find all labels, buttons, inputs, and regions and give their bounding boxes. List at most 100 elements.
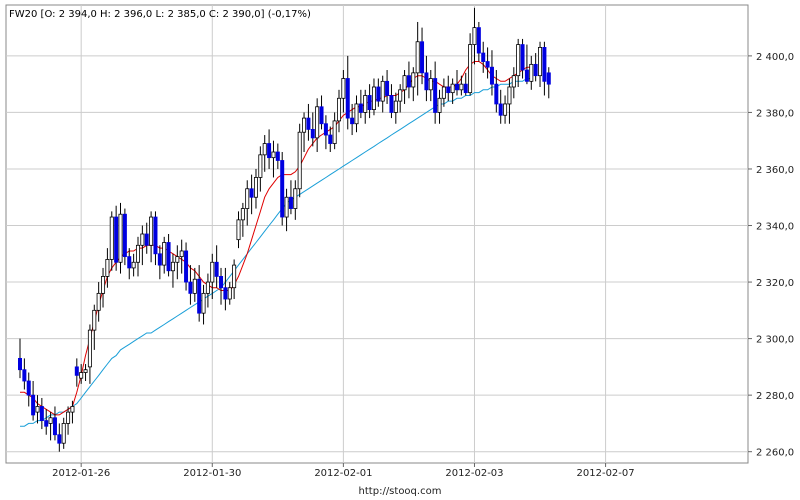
x-tick-label: 2012-01-30 [183,468,241,479]
y-tick-label: 2 380,0 [756,108,794,119]
candle-body [328,134,333,144]
candle [162,236,167,274]
candle-body [227,287,232,300]
candle-body [481,52,486,62]
candle [402,70,407,104]
candle-body [162,242,167,266]
candle [83,364,88,382]
candle [210,253,215,300]
candle [393,92,398,124]
candle-body [48,417,53,424]
candle-body [494,83,499,105]
candle [26,372,31,407]
candle [494,70,499,113]
candle-body [275,151,280,161]
candle [214,245,219,288]
candle [79,364,84,384]
candle-body [420,41,425,74]
candle [411,67,416,102]
candle-body [205,281,210,294]
candle [122,208,127,266]
candle-body [424,72,429,91]
candle [284,188,289,232]
candle-body [288,196,293,209]
candle-body [319,106,324,125]
x-tick-label: 2012-01-26 [52,468,110,479]
candle [332,112,337,150]
candle-body [306,117,311,130]
candle-body [450,83,455,94]
candle [450,78,455,104]
candle-body [428,78,433,91]
candle [44,409,49,435]
candle [503,95,508,124]
candle-body [271,151,276,159]
candle-body [489,66,494,85]
candle [511,67,516,99]
candle [135,236,140,277]
footer-url: http://stooq.com [359,486,442,497]
candle-body [463,83,468,94]
candle [179,239,184,274]
candle [184,242,189,291]
candle [188,265,193,305]
candle [415,21,420,96]
candle-body [485,61,490,68]
candle [144,222,149,254]
candle-body [74,366,79,376]
candle-body [70,406,75,413]
candle-body [337,97,342,122]
candle-body [380,80,385,102]
candle-body [101,276,106,294]
candle [253,168,258,209]
candle-body [39,406,44,421]
candle-body [245,188,250,209]
candle [533,53,538,82]
candle-body [92,309,97,331]
candle-body [542,47,547,82]
candle-body [210,261,215,283]
ma-short-line [20,61,532,416]
candle [507,78,512,124]
candle [538,41,543,87]
candle [546,67,551,99]
candle-body [385,80,390,96]
candle-body [109,216,114,260]
candle-body [166,242,171,272]
candle [192,267,197,302]
candle [170,253,175,288]
candle-body [468,44,473,94]
candle-body [201,292,206,314]
candle-body [22,369,27,382]
candle [376,78,381,107]
candle [406,61,411,99]
candle-body [153,216,158,255]
candle-body [533,63,538,77]
candle-body [240,208,245,221]
candle-body [284,196,289,218]
candle [166,234,171,277]
candle-body [61,423,66,444]
candle [35,395,40,424]
candle [459,75,464,96]
candle [280,152,285,226]
candle-body [371,86,376,111]
candle [271,140,276,178]
candle [354,95,359,133]
candle [468,33,473,96]
candle-body [516,44,521,77]
candle-body [402,75,407,91]
candle-body [406,75,411,88]
y-tick-label: 2 280,0 [756,391,794,402]
candle [232,259,237,300]
candle-body [376,86,381,102]
candle [367,84,372,119]
candle-body [157,253,162,266]
candle [131,253,136,277]
candle-body [503,103,508,116]
candle [481,41,486,73]
candle-body [459,83,464,91]
candle [101,267,106,308]
candle-body [267,143,272,159]
